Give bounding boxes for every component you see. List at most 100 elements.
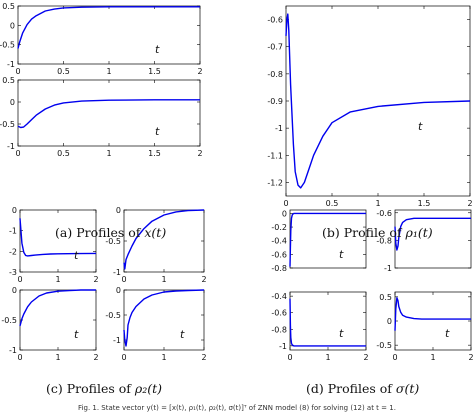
caption-b-tag: (b) — [322, 225, 340, 240]
x-axis-label: t — [418, 120, 423, 133]
y-tick-label: -0.2 — [271, 223, 287, 232]
x-tick-label: 1 — [55, 353, 60, 362]
series-line-d3 — [289, 298, 366, 347]
series-line-c4 — [123, 289, 205, 347]
series-line-a2 — [17, 99, 200, 129]
plot-frame — [17, 5, 201, 65]
x-tick-label: 2 — [197, 149, 202, 158]
y-tick-label: -1 — [9, 346, 17, 355]
y-tick-label: -0.8 — [271, 264, 287, 273]
caption-c-var: ρ₂(t) — [134, 381, 163, 396]
plot-frame — [19, 209, 97, 273]
x-tick-label: 2 — [467, 199, 472, 208]
y-tick-label: -1.1 — [267, 151, 283, 160]
y-tick-label: -1.2 — [267, 178, 283, 187]
x-axis-label: t — [74, 328, 79, 341]
x-axis-label: t — [74, 249, 79, 262]
x-tick-label: 1.5 — [148, 67, 161, 76]
panel-c2: 0 1 2 -1 -0.5 0 — [105, 206, 206, 284]
x-tick-label: 0.5 — [57, 67, 70, 76]
panel-a2: 0 0.5 1 1.5 2 -1 -0.5 0 0.5 t — [0, 76, 203, 158]
y-tick-label: -0.8 — [267, 70, 283, 79]
series-line-c1 — [19, 218, 97, 257]
y-tick-label: -0.5 — [105, 237, 121, 246]
plot-frame — [285, 5, 471, 197]
x-tick-label: 0 — [15, 149, 20, 158]
x-axis-label: t — [339, 327, 344, 340]
caption-c-text: Profiles of — [66, 381, 131, 396]
x-tick-label: 1 — [325, 353, 330, 362]
plot-frame — [289, 291, 367, 351]
series-line-a1 — [17, 6, 200, 49]
series-line-d2 — [394, 217, 471, 251]
x-axis-label: t — [155, 125, 160, 138]
y-tick-label: -1 — [9, 227, 17, 236]
caption-b-text: Profile of — [343, 225, 402, 240]
y-tick-label: -1 — [275, 124, 283, 133]
x-tick-label: 2 — [201, 353, 206, 362]
y-tick-label: 0 — [387, 317, 392, 326]
y-tick-label: -1 — [113, 336, 121, 345]
plot-frame — [17, 79, 201, 147]
y-tick-label: 0 — [282, 209, 287, 218]
plot-frame — [394, 291, 472, 351]
y-tick-label: -0.5 — [0, 41, 15, 50]
plot-frame — [19, 289, 97, 351]
y-tick-label: -0.9 — [267, 97, 283, 106]
y-tick-label: 0.5 — [2, 2, 15, 11]
y-tick-label: 0 — [10, 21, 15, 30]
x-tick-label: 0 — [121, 275, 126, 284]
y-tick-label: 0.5 — [379, 293, 392, 302]
y-tick-label: -0.5 — [376, 341, 392, 350]
x-tick-label: 1 — [161, 275, 166, 284]
x-tick-label: 0 — [17, 275, 22, 284]
x-tick-label: 0.5 — [326, 199, 339, 208]
y-tick-label: -0.4 — [271, 292, 287, 301]
y-tick-label: -0.5 — [105, 311, 121, 320]
y-tick-label: -0.7 — [267, 43, 283, 52]
panel-d3: 0 1 2 -1 -0.8 -0.6 -0.4 t — [271, 291, 369, 362]
y-tick-label: -0.5 — [0, 120, 15, 129]
x-axis-label: t — [445, 327, 450, 340]
caption-c: (c) Profiles of ρ₂(t) — [46, 381, 162, 396]
x-tick-label: 0 — [392, 353, 397, 362]
y-tick-label: -0.6 — [271, 250, 287, 259]
series-line-d1 — [289, 212, 366, 267]
y-tick-label: 0 — [10, 98, 15, 107]
y-tick-label: -0.8 — [271, 325, 287, 334]
panel-a1: 0 0.5 1 1.5 2 -1 -0.5 0 0.5 t — [0, 2, 203, 76]
y-tick-label: 0.5 — [2, 76, 15, 85]
y-tick-label: -0.6 — [271, 309, 287, 318]
series-line-c3 — [19, 289, 96, 327]
y-tick-label: -1 — [7, 60, 15, 69]
caption-d-text: Profiles of — [327, 381, 392, 396]
y-tick-label: -3 — [9, 268, 17, 277]
series-line-c2 — [123, 209, 205, 270]
panel-c3: 0 1 2 -1 -0.5 0 t — [1, 286, 98, 362]
y-tick-label: -0.6 — [267, 16, 283, 25]
panel-c4: 0 1 2 -1 -0.5 0 t — [105, 286, 206, 362]
y-tick-label: 0 — [116, 206, 121, 215]
x-tick-label: 1 — [55, 275, 60, 284]
x-tick-label: 0 — [287, 353, 292, 362]
x-tick-label: 1 — [161, 353, 166, 362]
series-line-b — [285, 13, 471, 189]
caption-a: (a) Profiles of x(t) — [55, 225, 166, 240]
y-tick-label: -0.4 — [271, 237, 287, 246]
y-tick-label: -1 — [113, 268, 121, 277]
caption-b: (b) Profile of ρ₁(t) — [322, 225, 433, 240]
x-axis-label: t — [155, 43, 160, 56]
y-tick-label: -0.8 — [376, 236, 392, 245]
x-axis-label: t — [180, 328, 185, 341]
y-tick-label: -1 — [279, 342, 287, 351]
x-tick-label: 2 — [93, 353, 98, 362]
x-tick-label: 2 — [93, 275, 98, 284]
x-tick-label: 1 — [430, 353, 435, 362]
y-tick-label: -1 — [7, 142, 15, 151]
panel-d4: 0 1 2-0.500.5t — [376, 291, 474, 362]
x-tick-label: 2 — [468, 353, 473, 362]
caption-b-var: ρ₁(t) — [405, 225, 433, 240]
x-tick-label: 2 — [197, 67, 202, 76]
caption-a-var: x(t) — [144, 225, 167, 240]
